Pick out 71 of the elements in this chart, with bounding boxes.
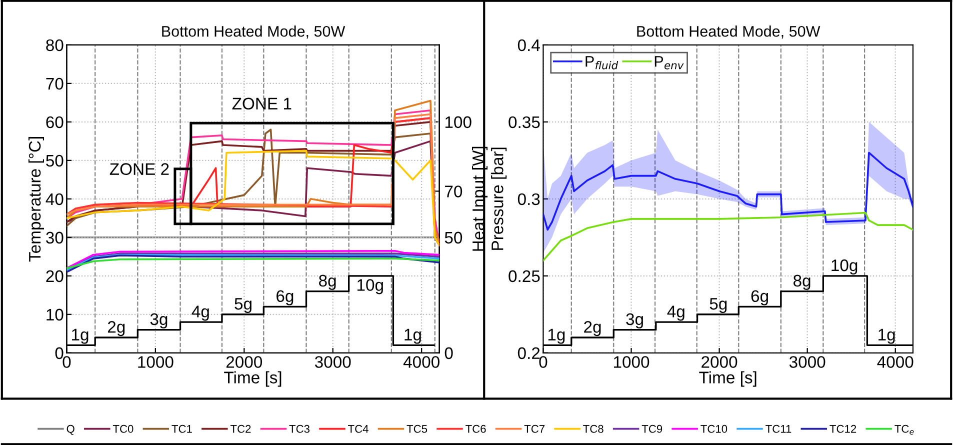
legend-label: TC10 (700, 424, 728, 433)
y-tick-label: 40 (46, 193, 64, 206)
y-tick-label: 0.4 (518, 39, 540, 52)
annotation: 2g (108, 321, 125, 336)
y-tick-label: 60 (46, 116, 64, 128)
legend-label: TC0 (112, 424, 134, 433)
x-axis-title: Time [s] (224, 371, 282, 387)
annotation: 3g (150, 313, 168, 328)
y-axis-title: Temperature [°C] (28, 137, 44, 262)
annotation: 6g (751, 290, 768, 306)
y-tick-label: 80 (46, 39, 64, 52)
legend-label: TC6 (466, 424, 486, 433)
annotation: 4g (192, 306, 209, 321)
legend-label: TC7 (524, 424, 544, 433)
y-axis-title: Pressure [bar] (491, 148, 507, 250)
chart-title: Bottom Heated Mode, 50W (162, 26, 346, 39)
x-tick-label: 1000 (138, 356, 174, 368)
annotation: 5g (710, 298, 727, 314)
annotation: 1g (878, 328, 895, 344)
x-tick-label: 4000 (877, 356, 914, 368)
annotation: 8g (794, 274, 810, 290)
legend-label: TC5 (406, 424, 428, 433)
y-tick-label: 10 (46, 308, 64, 321)
legend-label: TC9 (642, 424, 662, 433)
legend-label: TC8 (583, 424, 604, 433)
y-tick-label: 0 (55, 347, 64, 360)
annotation: 10g (832, 259, 858, 275)
x-tick-label: 1000 (614, 356, 650, 368)
x-tick-label: 0 (539, 356, 548, 368)
annotation: 8g (319, 274, 336, 290)
legend-label: TC11 (766, 424, 792, 433)
annotation: 1g (548, 328, 565, 344)
y-tick-label: 50 (46, 154, 64, 167)
legend-label: TC1 (172, 424, 192, 433)
chart-title: Bottom Heated Mode, 50W (637, 26, 820, 39)
x-axis-title: Time [s] (699, 371, 756, 387)
x-tick-label: 2000 (702, 356, 738, 368)
x-tick-label: 3000 (314, 356, 351, 368)
legend-label: P$_{fluid}$ (586, 56, 618, 70)
y-tick-label: 0.3 (518, 193, 540, 206)
y-tick-label: 0.2 (518, 347, 540, 360)
annotation: 5g (234, 298, 252, 314)
annotation: 3g (626, 313, 643, 328)
legend-label: TC2 (230, 424, 251, 433)
y-tick-label: 30 (46, 232, 64, 244)
y2-tick-label: 50 (444, 232, 462, 244)
y-tick-label: 0.25 (508, 270, 540, 282)
annotation: ZONE 2 (110, 163, 169, 175)
y-tick-label: 70 (46, 78, 64, 90)
annotation: 10g (358, 279, 383, 294)
y-tick-label: 0.35 (508, 116, 540, 128)
x-tick-label: 3000 (789, 356, 826, 368)
x-tick-label: 0 (62, 356, 71, 368)
legend-label: TC3 (289, 424, 310, 433)
x-tick-label: 2000 (226, 356, 262, 368)
legend-label: TC4 (348, 424, 368, 433)
legend-label: Q (66, 424, 74, 435)
annotation: 1g (72, 328, 88, 344)
y-tick-label: 20 (46, 270, 64, 282)
x-tick-label: 4000 (403, 356, 440, 368)
y2-tick-label: 0 (444, 347, 453, 360)
annotation: 2g (584, 321, 601, 336)
legend-label: TC12 (830, 424, 856, 433)
y2-tick-label: 100 (445, 116, 472, 128)
legend-label: P$_{env}$ (654, 56, 684, 70)
y2-tick-label: 70 (445, 186, 462, 198)
annotation: 4g (667, 306, 684, 321)
annotation: 6g (276, 290, 294, 306)
legend-label: TC$_{e}$ (894, 424, 914, 435)
annotation: 1g (404, 328, 421, 344)
annotation: ZONE 1 (232, 98, 292, 110)
